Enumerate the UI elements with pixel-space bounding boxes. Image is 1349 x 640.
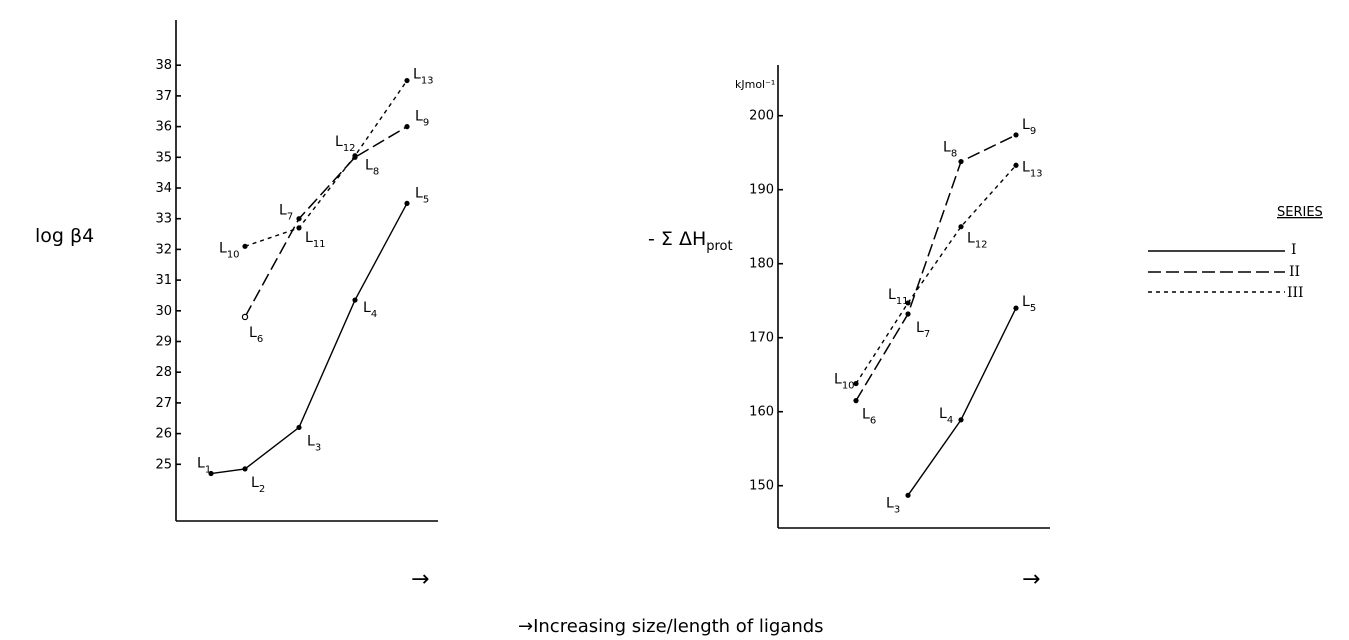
data-point-L1 <box>208 470 214 477</box>
data-point-L3 <box>905 492 911 498</box>
point-label-L8: L8 <box>943 140 957 160</box>
y-tick-label: 29 <box>155 335 172 350</box>
point-label-L13: L13 <box>1022 159 1043 179</box>
data-point-L5 <box>1013 305 1019 311</box>
point-label-L13: L13 <box>413 67 434 87</box>
data-point-L11 <box>296 225 302 231</box>
point-label-L9: L9 <box>1022 117 1036 137</box>
data-point-L12 <box>352 153 358 159</box>
y-tick-label: 150 <box>749 479 774 494</box>
data-point-L2 <box>242 466 248 472</box>
data-point-L4 <box>352 297 358 303</box>
series-points: L3 L4 L5 L6 L7 L8 L9 L10 L11 L12 L13 <box>834 117 1043 515</box>
y-ticks: 25 26 27 28 29 30 31 32 33 34 35 36 37 38 <box>155 58 181 472</box>
y-tick-label: 30 <box>155 304 172 319</box>
figure-caption: →Increasing size/length of ligands <box>518 616 824 637</box>
legend: SERIES I II III <box>1148 205 1323 301</box>
y-tick-label: 160 <box>749 405 774 420</box>
chart-enthalpy: - Σ ΔHprot kJmol⁻¹ → 150160170180190200 … <box>648 65 1050 592</box>
y-tick-label: 34 <box>155 181 172 196</box>
y-axis-label-main: - Σ ΔH <box>648 228 706 250</box>
point-label-L12: L12 <box>967 231 988 251</box>
data-point-L13 <box>1013 162 1019 168</box>
data-point-L13 <box>404 77 410 84</box>
point-label-L12: L12 <box>335 134 356 154</box>
point-label-L11: L11 <box>305 230 326 250</box>
series-line-II <box>244 125 408 318</box>
y-tick-label: 38 <box>155 58 172 73</box>
legend-label-series-III: III <box>1287 285 1304 301</box>
y-tick-label: 25 <box>155 457 172 472</box>
series-lines <box>855 134 1017 496</box>
point-label-L2: L2 <box>251 475 265 495</box>
point-label-L11: L11 <box>888 287 909 307</box>
data-point-L3 <box>296 424 302 431</box>
y-tick-label: 33 <box>155 212 172 227</box>
y-axis-label-sub: prot <box>706 239 732 254</box>
data-point-L6 <box>853 398 859 404</box>
y-tick-label: 32 <box>155 242 172 257</box>
data-point-L7 <box>296 216 302 222</box>
legend-label-series-II: II <box>1289 264 1300 280</box>
y-tick-label: 26 <box>155 427 172 442</box>
data-point-L6 <box>241 313 249 321</box>
series-line-III <box>244 80 408 247</box>
data-point-L12 <box>958 224 964 230</box>
point-label-L7: L7 <box>279 203 293 223</box>
y-tick-label: 35 <box>155 150 172 165</box>
series-points: L1 L2 L3 L4 L5 L6 L7 L8 L9 L10 L11 L12 L13 <box>197 67 434 495</box>
y-tick-label: 180 <box>749 257 774 272</box>
series-line-II <box>855 134 1017 401</box>
point-label-L6: L6 <box>862 407 876 427</box>
y-tick-label: 28 <box>155 365 172 380</box>
point-label-L10: L10 <box>834 372 855 392</box>
y-tick-label: 190 <box>749 183 774 198</box>
y-tick-label: 36 <box>155 120 172 135</box>
point-label-L6: L6 <box>249 325 263 345</box>
point-label-L4: L4 <box>939 406 953 426</box>
point-label-L3: L3 <box>307 433 321 453</box>
data-point-L10 <box>242 243 248 249</box>
chart-log-beta4: log β4 → 25 26 27 28 29 30 31 32 33 34 35 36 37 38 L1… <box>35 20 438 592</box>
y-tick-label: 37 <box>155 89 172 104</box>
point-label-L8: L8 <box>365 157 379 177</box>
point-label-L9: L9 <box>415 109 429 129</box>
point-label-L5: L5 <box>415 185 429 205</box>
y-axis-label-enthalpy: - Σ ΔHprot <box>648 228 733 254</box>
data-point-L8 <box>958 158 964 165</box>
point-label-L5: L5 <box>1022 294 1036 314</box>
data-point-L11 <box>905 300 911 306</box>
x-axis-arrow: → <box>1022 567 1040 592</box>
point-label-L1: L1 <box>197 456 211 476</box>
point-label-L3: L3 <box>886 495 900 515</box>
y-axis-unit: kJmol⁻¹ <box>735 78 775 91</box>
y-tick-label: 31 <box>155 273 172 288</box>
data-point-L7 <box>905 311 911 317</box>
point-label-L4: L4 <box>363 300 377 320</box>
series-line-III <box>855 164 1017 384</box>
y-axis-label-log-beta: log β4 <box>35 225 94 247</box>
y-tick-label: 27 <box>155 396 172 411</box>
data-point-L5 <box>404 200 410 206</box>
y-tick-label: 200 <box>749 109 774 124</box>
data-point-L9 <box>1013 132 1019 138</box>
data-point-L10 <box>853 380 859 387</box>
point-label-L7: L7 <box>916 320 930 340</box>
x-axis-arrow: → <box>411 567 429 592</box>
data-point-L4 <box>958 417 964 423</box>
point-label-L10: L10 <box>219 240 240 260</box>
data-point-L9 <box>404 124 410 130</box>
y-tick-label: 170 <box>749 331 774 346</box>
legend-label-series-I: I <box>1291 242 1297 258</box>
y-ticks: 150 160 170 180 190 200 <box>749 109 783 494</box>
legend-title: SERIES <box>1277 205 1323 220</box>
series-lines <box>210 80 408 475</box>
